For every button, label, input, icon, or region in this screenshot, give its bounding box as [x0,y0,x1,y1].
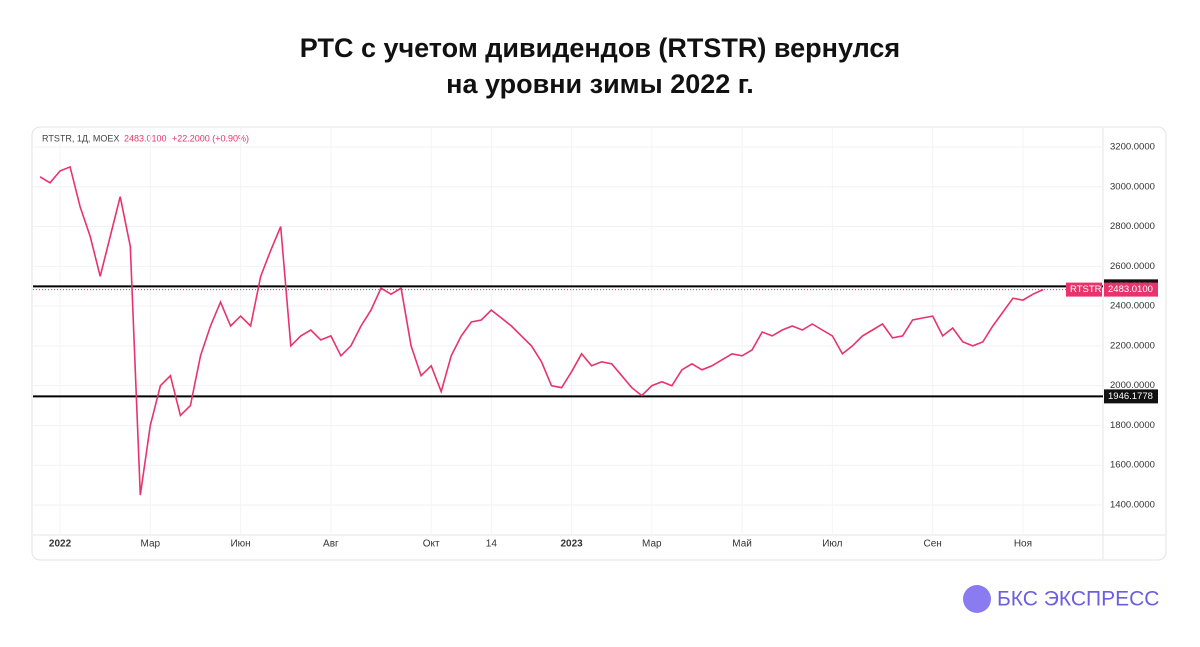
symbol: RTSTR, 1Д, MOEX [42,133,119,143]
symbol-tag [1066,282,1102,297]
y-tick-label: 2000.0000 [1110,380,1155,391]
change: +22.2000 (+0.90%) [172,133,249,143]
x-tick-label: Авг [323,539,339,550]
y-tick-label: 3200.0000 [1110,142,1155,153]
chart-card [31,126,1167,561]
x-tick-label: Июн [230,539,250,550]
level-label: 1946.1778 [1108,391,1153,402]
level-tag [1104,389,1158,404]
x-tick-label: 2023 [560,539,583,550]
x-tick-label: Мар [642,539,662,550]
x-tick-label: Июл [822,539,842,550]
x-tick-label: 2022 [49,539,72,550]
x-tick-label: Мар [141,539,161,550]
y-tick-label: 2200.0000 [1110,340,1155,351]
y-tick-label: 1600.0000 [1110,460,1155,471]
y-tick-label: 2800.0000 [1110,221,1155,232]
price-tag [1104,282,1158,297]
y-tick-label: 1800.0000 [1110,420,1155,431]
y-tick-label: 2400.0000 [1110,301,1155,312]
title-line: РТС с учетом дивидендов (RTSTR) вернулся [300,33,900,63]
x-tick-label: Май [732,539,752,550]
logo-icon [963,585,991,613]
y-tick-label: 2600.0000 [1110,261,1155,272]
title-line: на уровни зимы 2022 г. [446,69,754,99]
price-line [39,165,1044,496]
x-tick-label: Окт [423,539,440,550]
symbol-tag-label: RTSTR [1070,284,1102,295]
y-tick-label: 1400.0000 [1110,500,1155,511]
x-tick-label: 14 [486,539,498,550]
x-tick-label: Сен [924,539,942,550]
x-tick-label: Ноя [1014,539,1032,550]
y-tick-label: 3000.0000 [1110,181,1155,192]
price: 2483.0100 [124,133,167,143]
brand: БКС ЭКСПРЕСС [997,588,1159,611]
price-tag-label: 2483.0100 [1108,284,1153,295]
